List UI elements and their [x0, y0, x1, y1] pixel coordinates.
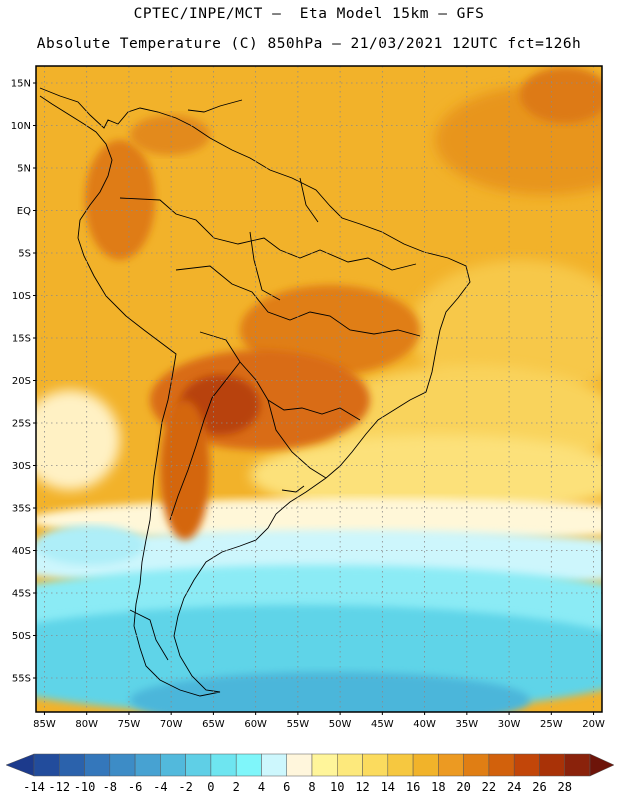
colorbar-label: 16 — [406, 780, 420, 794]
colorbar-box — [109, 753, 136, 777]
lon-label: 70W — [160, 719, 183, 730]
lon-label: 40W — [413, 719, 436, 730]
colorbar-box — [59, 753, 85, 777]
colorbar-label: 22 — [482, 780, 496, 794]
colorbar-box — [84, 753, 111, 777]
colorbar-label: -10 — [74, 780, 96, 794]
colorbar-box — [286, 753, 313, 777]
lon-label: 45W — [371, 719, 394, 730]
colorbar-arrow-right — [589, 753, 615, 777]
longitude-labels: 85W 80W 75W 70W 65W 60W 55W 50W 45W 40W 35W 30W 25W 2… — [33, 712, 605, 730]
lon-label: 65W — [202, 719, 225, 730]
colorbar-label: 26 — [532, 780, 546, 794]
colorbar-box — [438, 753, 464, 777]
colorbar-box — [134, 753, 161, 777]
colorbar-label: 2 — [233, 780, 240, 794]
lat-label: 15N — [11, 79, 31, 90]
lat-label: 30S — [12, 461, 31, 472]
colorbar-label: -2 — [178, 780, 192, 794]
colorbar-label: 0 — [207, 780, 214, 794]
colorbar-label: 12 — [355, 780, 369, 794]
lat-label: 25S — [12, 419, 31, 430]
lat-label: 5S — [18, 249, 31, 260]
colorbar-label: 20 — [456, 780, 470, 794]
lat-label: 55S — [12, 674, 31, 685]
colorbar-box — [261, 753, 287, 777]
colorbar-label: -8 — [103, 780, 117, 794]
colorbar-boxes — [5, 753, 615, 777]
lon-label: 25W — [540, 719, 563, 730]
colorbar-box — [463, 753, 490, 777]
colorbar-label: 28 — [558, 780, 572, 794]
colorbar-label: 4 — [258, 780, 265, 794]
colorbar-box — [513, 753, 540, 777]
lon-label: 80W — [75, 719, 98, 730]
colorbar-label: 10 — [330, 780, 344, 794]
colorbar-label: 8 — [308, 780, 315, 794]
map-frame — [35, 65, 603, 713]
colorbar-box — [564, 753, 591, 777]
colorbar: -14 -12 -10 -8 -6 -4 -2 0 2 4 6 8 10 12 14 16 18 20 22 24 26… — [5, 753, 615, 794]
colorbar-box — [337, 753, 363, 777]
lon-label: 55W — [287, 719, 310, 730]
lon-label: 50W — [329, 719, 352, 730]
lat-label: 20S — [12, 376, 31, 387]
lon-label: 30W — [498, 719, 521, 730]
colorbar-box — [488, 753, 515, 777]
lat-label: 10S — [12, 291, 31, 302]
lat-label: 5N — [17, 164, 31, 175]
colorbar-label: -14 — [23, 780, 45, 794]
colorbar-label: -4 — [153, 780, 167, 794]
colorbar-box — [387, 753, 414, 777]
lat-label: 40S — [12, 546, 31, 557]
lat-label: 10N — [11, 121, 31, 132]
lon-label: 85W — [33, 719, 56, 730]
colorbar-arrow-left — [5, 753, 35, 777]
lat-label: EQ — [17, 206, 31, 217]
lon-label: 60W — [244, 719, 267, 730]
colorbar-box — [210, 753, 237, 777]
colorbar-box — [235, 753, 262, 777]
colorbar-box — [539, 753, 565, 777]
colorbar-label: -6 — [128, 780, 142, 794]
lon-label: 75W — [118, 719, 141, 730]
temperature-field — [36, 66, 602, 712]
colorbar-label: 6 — [283, 780, 290, 794]
colorbar-label: -12 — [48, 780, 70, 794]
colorbar-labels: -14 -12 -10 -8 -6 -4 -2 0 2 4 6 8 10 12 14 16 18 20 22 24 26… — [23, 780, 572, 794]
colorbar-label: 24 — [507, 780, 521, 794]
colorbar-box — [185, 753, 212, 777]
colorbar-box — [33, 753, 60, 777]
lon-label: 35W — [456, 719, 479, 730]
colorbar-label: 18 — [431, 780, 445, 794]
colorbar-box — [160, 753, 186, 777]
lat-label: 50S — [12, 631, 31, 642]
coastlines — [39, 87, 471, 697]
colorbar-box — [362, 753, 389, 777]
lat-label: 45S — [12, 589, 31, 600]
colorbar-label: 14 — [381, 780, 395, 794]
lon-label: 20W — [582, 719, 605, 730]
lat-label: 35S — [12, 504, 31, 515]
colorbar-box — [412, 753, 439, 777]
latitude-labels: 15N 10N 5N EQ 5S 10S 15S 20S 25S 30S 35S 40S 45S 50S 5… — [11, 79, 36, 685]
title-line-1: CPTEC/INPE/MCT – Eta Model 15km – GFS — [133, 6, 485, 22]
title-line-2: Absolute Temperature (C) 850hPa – 21/03/… — [36, 36, 582, 52]
lat-label: 15S — [12, 334, 31, 345]
colorbar-box — [311, 753, 338, 777]
temperature-map: 15N 10N 5N EQ 5S 10S 15S 20S 25S 30S 35S 40S 45S 50S 5… — [11, 65, 605, 730]
